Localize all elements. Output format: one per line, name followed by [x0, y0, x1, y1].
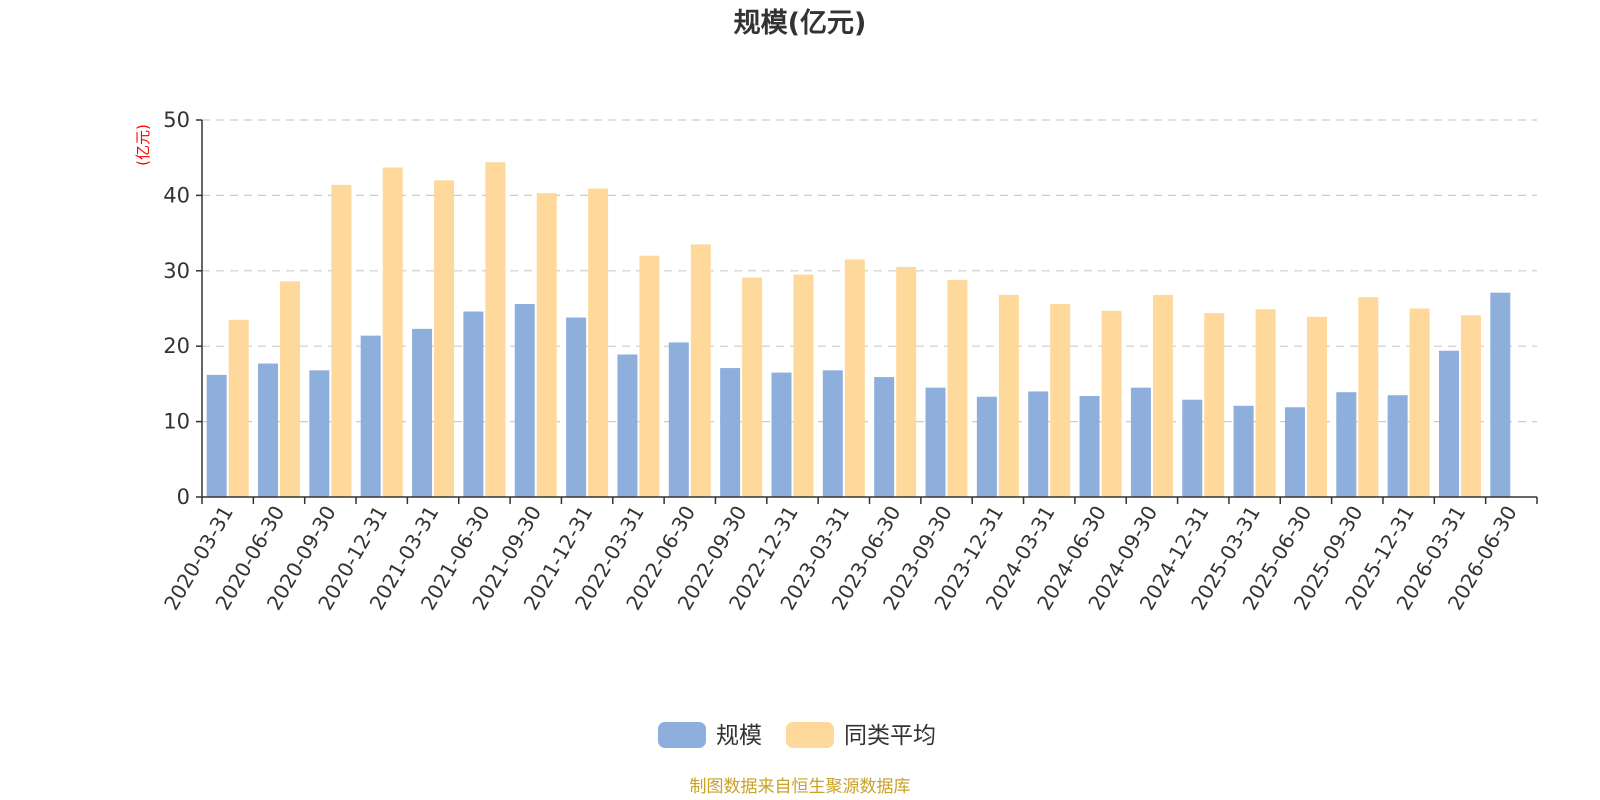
bar-peer-average — [1255, 309, 1276, 497]
bar-scale — [309, 370, 330, 497]
bar-peer-average — [1460, 315, 1481, 497]
bar-peer-average — [1358, 297, 1379, 497]
bar-scale — [1284, 407, 1305, 497]
bar-peer-average — [998, 294, 1019, 497]
bar-peer-average — [485, 162, 506, 497]
bar-peer-average — [1409, 308, 1430, 497]
bar-peer-average — [1050, 303, 1071, 497]
legend-label: 规模 — [716, 723, 762, 749]
bar-scale — [1336, 392, 1357, 497]
bar-peer-average — [382, 167, 403, 497]
bar-peer-average — [1204, 313, 1225, 497]
bar-peer-average — [1152, 294, 1173, 497]
bar-peer-average — [639, 255, 660, 497]
source-note: 制图数据来自恒生聚源数据库 — [690, 777, 911, 797]
bar-scale — [720, 368, 741, 497]
bar-scale — [463, 311, 484, 497]
legend-label: 同类平均 — [844, 723, 936, 749]
bar-peer-average — [588, 188, 609, 497]
legend-swatch — [658, 722, 706, 748]
bar-scale — [258, 363, 279, 497]
bar-scale — [206, 374, 227, 497]
bar-peer-average — [536, 193, 557, 497]
bar-scale — [1387, 395, 1408, 497]
bar-scale — [771, 372, 792, 497]
y-tick-label: 40 — [163, 183, 190, 207]
bar-scale — [668, 342, 689, 497]
bar-scale — [360, 335, 381, 497]
y-tick-label: 0 — [177, 485, 190, 509]
bar-scale — [1079, 395, 1100, 497]
bars — [206, 162, 1511, 497]
bar-scale — [976, 396, 997, 497]
bar-scale — [822, 370, 843, 497]
bar-peer-average — [690, 244, 711, 497]
bar-peer-average — [1306, 316, 1327, 497]
bar-scale — [1233, 405, 1254, 497]
bar-peer-average — [947, 279, 968, 497]
bar-scale — [412, 328, 433, 497]
chart-title: 规模(亿元) — [734, 8, 867, 39]
bar-peer-average — [280, 281, 301, 497]
bar-scale — [617, 354, 638, 497]
bar-scale — [514, 303, 535, 497]
bar-peer-average — [228, 319, 249, 497]
bar-scale — [1028, 391, 1049, 497]
y-tick-label: 30 — [163, 259, 190, 283]
y-tick-label: 10 — [163, 410, 190, 434]
legend-swatch — [786, 722, 834, 748]
bar-peer-average — [1101, 310, 1122, 497]
bar-scale — [1130, 387, 1151, 497]
legend: 规模 同类平均 — [658, 722, 936, 749]
y-tick-label: 20 — [163, 334, 190, 358]
bar-scale — [1438, 350, 1459, 497]
y-tick-label: 50 — [163, 108, 190, 132]
bar-scale — [566, 317, 587, 497]
bar-peer-average — [844, 259, 865, 497]
bar-scale — [925, 387, 946, 497]
y-axis-unit-label: (亿元) — [134, 124, 152, 166]
bar-peer-average — [331, 184, 352, 497]
bar-scale — [1490, 292, 1511, 497]
bar-scale — [1182, 399, 1203, 497]
bar-peer-average — [742, 277, 763, 497]
bar-peer-average — [793, 274, 814, 497]
bar-peer-average — [896, 267, 917, 497]
bar-scale — [874, 377, 895, 497]
bar-peer-average — [434, 180, 455, 497]
